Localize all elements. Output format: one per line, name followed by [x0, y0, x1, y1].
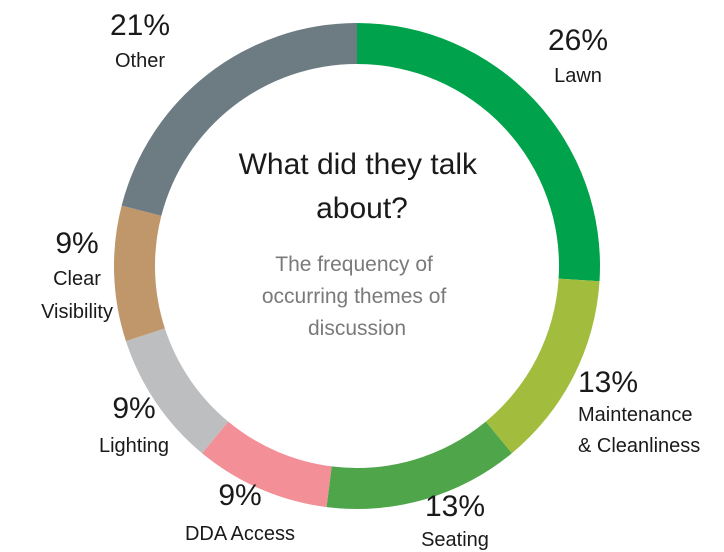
percent-label-other: 21% [110, 9, 170, 42]
slice-dda-access [202, 421, 332, 508]
category-label-lawn: Lawn [554, 65, 602, 87]
chart-title-line-2: about? [316, 192, 408, 225]
chart-subtitle-line-2: occurring themes of [262, 285, 447, 308]
slice-clear-visibility [113, 205, 165, 342]
slices-group [113, 23, 600, 509]
percent-label-clear-visibility: 9% [55, 227, 98, 260]
percent-label-seating: 13% [425, 490, 485, 523]
slice-other [121, 23, 357, 216]
slice-lighting [125, 328, 229, 454]
percent-label-lawn: 26% [548, 24, 608, 57]
category-label-maintenance-cleanliness: Maintenance & Cleanliness [578, 404, 700, 457]
slice-lawn [357, 23, 600, 282]
percent-label-maintenance-cleanliness: 13% [578, 366, 638, 399]
slice-labels-group: 26% Lawn 13% Maintenance & Cleanliness 13% Sea… [41, 9, 700, 551]
slice-maintenance-cleanliness [485, 278, 600, 454]
percent-label-dda-access: 9% [218, 479, 261, 512]
category-label-lighting: Lighting [99, 435, 169, 457]
chart-subtitle: The frequency of occurring themes of dis… [262, 253, 452, 340]
chart-title: What did they talk about? [239, 148, 486, 225]
category-label-clear-visibility: Clear Visibility [41, 268, 113, 323]
chart-subtitle-line-3: discussion [308, 317, 406, 340]
category-label-seating: Seating [421, 529, 489, 551]
chart-subtitle-line-1: The frequency of [275, 253, 433, 276]
percent-label-lighting: 9% [112, 392, 155, 425]
chart-title-line-1: What did they talk [239, 148, 478, 181]
category-label-dda-access: DDA Access [185, 523, 295, 545]
category-label-other: Other [115, 50, 165, 72]
slice-seating [326, 421, 512, 509]
